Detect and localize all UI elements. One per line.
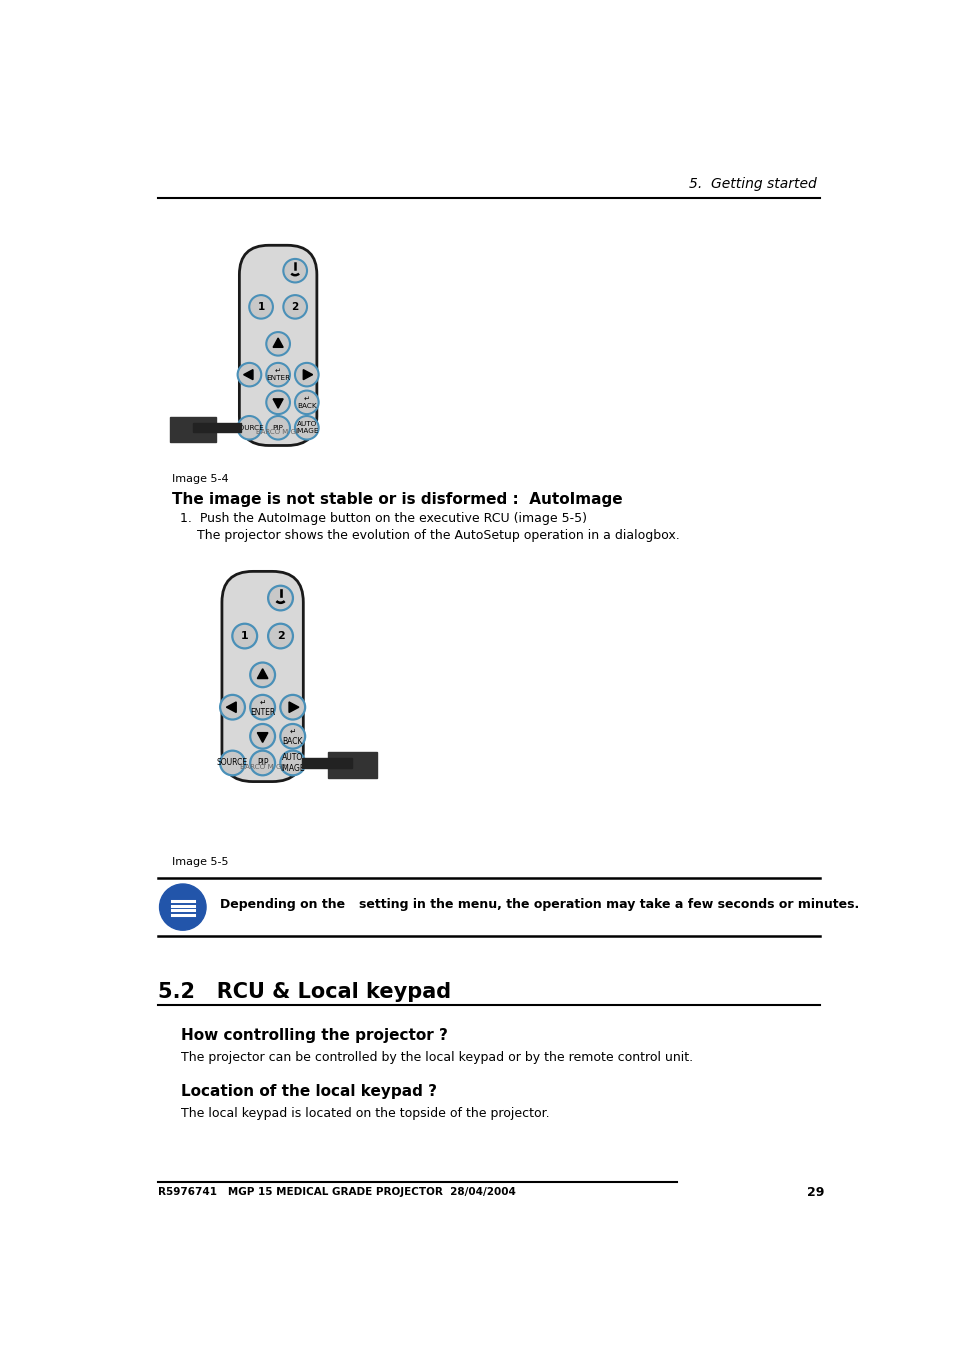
Polygon shape (289, 703, 298, 712)
Circle shape (296, 417, 316, 438)
Circle shape (236, 362, 262, 388)
Circle shape (252, 665, 273, 685)
Circle shape (249, 723, 275, 750)
Circle shape (296, 392, 316, 412)
Circle shape (265, 415, 291, 440)
Circle shape (265, 331, 291, 357)
Text: 1: 1 (257, 301, 264, 312)
Circle shape (282, 697, 303, 717)
Text: PIP: PIP (273, 424, 283, 431)
Text: Depending on the: Depending on the (220, 897, 345, 911)
Circle shape (270, 626, 291, 647)
Circle shape (282, 295, 308, 320)
Circle shape (296, 365, 316, 385)
Circle shape (268, 417, 288, 438)
Polygon shape (328, 751, 376, 778)
Text: 2: 2 (276, 631, 284, 642)
Circle shape (219, 750, 246, 777)
Circle shape (270, 588, 291, 608)
Circle shape (239, 365, 259, 385)
FancyBboxPatch shape (239, 246, 316, 446)
Text: Image 5-4: Image 5-4 (172, 474, 229, 484)
Text: The projector shows the evolution of the AutoSetup operation in a dialogbox.: The projector shows the evolution of the… (196, 528, 679, 542)
Polygon shape (301, 758, 352, 767)
Text: R5976741   MGP 15 MEDICAL GRADE PROJECTOR  28/04/2004: R5976741 MGP 15 MEDICAL GRADE PROJECTOR … (158, 1188, 516, 1197)
Polygon shape (243, 370, 253, 380)
Text: ↵
BACK: ↵ BACK (282, 727, 303, 746)
Text: ↵
ENTER: ↵ ENTER (266, 367, 290, 381)
Circle shape (282, 258, 308, 284)
Text: 29: 29 (806, 1186, 823, 1198)
Circle shape (219, 694, 246, 720)
Text: 5.2   RCU & Local keypad: 5.2 RCU & Local keypad (158, 982, 451, 1002)
Circle shape (249, 750, 275, 777)
Circle shape (285, 261, 305, 281)
Circle shape (285, 297, 305, 317)
Text: 1.  Push the AutoImage button on the executive RCU (image 5-5): 1. Push the AutoImage button on the exec… (179, 512, 586, 526)
Circle shape (252, 753, 273, 774)
Circle shape (268, 365, 288, 385)
Text: SOURCE: SOURCE (216, 758, 248, 767)
Circle shape (294, 415, 319, 440)
Circle shape (279, 723, 306, 750)
Circle shape (268, 392, 288, 412)
Circle shape (249, 662, 275, 688)
Circle shape (248, 295, 274, 320)
Circle shape (268, 334, 288, 354)
Circle shape (294, 362, 319, 388)
Circle shape (279, 750, 306, 777)
Polygon shape (257, 669, 268, 678)
Polygon shape (257, 732, 268, 743)
Polygon shape (193, 423, 241, 432)
Text: Location of the local keypad ?: Location of the local keypad ? (181, 1084, 436, 1098)
Circle shape (265, 362, 291, 388)
Circle shape (249, 694, 275, 720)
Text: ↵
BACK: ↵ BACK (296, 396, 316, 409)
Circle shape (222, 697, 243, 717)
Text: AUTO
IMAGE: AUTO IMAGE (280, 754, 305, 773)
Circle shape (251, 297, 271, 317)
Text: The local keypad is located on the topside of the projector.: The local keypad is located on the topsi… (181, 1106, 549, 1120)
Circle shape (279, 694, 306, 720)
Polygon shape (273, 338, 283, 347)
Circle shape (294, 389, 319, 415)
Circle shape (267, 623, 294, 650)
Text: 1: 1 (241, 631, 249, 642)
Text: setting in the menu, the operation may take a few seconds or minutes.: setting in the menu, the operation may t… (359, 897, 859, 911)
Circle shape (239, 417, 259, 438)
Text: BARCO M GP: BARCO M GP (239, 765, 285, 770)
Circle shape (282, 725, 303, 747)
Text: The projector can be controlled by the local keypad or by the remote control uni: The projector can be controlled by the l… (181, 1051, 693, 1065)
Text: The image is not stable or is disformed :  AutoImage: The image is not stable or is disformed … (172, 492, 622, 507)
Text: SOURCE: SOURCE (234, 424, 264, 431)
Text: PIP: PIP (256, 758, 268, 767)
Text: 2: 2 (292, 301, 298, 312)
Circle shape (231, 623, 258, 650)
Circle shape (236, 415, 262, 440)
Circle shape (282, 753, 303, 774)
FancyBboxPatch shape (222, 571, 303, 782)
Circle shape (267, 585, 294, 612)
Circle shape (159, 884, 206, 931)
Polygon shape (303, 370, 313, 380)
Circle shape (233, 626, 255, 647)
Polygon shape (170, 417, 216, 442)
Text: AUTO
IMAGE: AUTO IMAGE (294, 422, 318, 434)
Circle shape (265, 389, 291, 415)
Text: BARCO M GP: BARCO M GP (255, 428, 300, 435)
Text: 5.  Getting started: 5. Getting started (688, 177, 816, 192)
Polygon shape (273, 399, 283, 408)
Circle shape (252, 725, 273, 747)
Circle shape (222, 753, 243, 774)
Circle shape (252, 697, 273, 717)
Polygon shape (226, 703, 236, 712)
Text: Image 5-5: Image 5-5 (172, 857, 228, 866)
Text: ↵
ENTER: ↵ ENTER (250, 697, 275, 717)
Text: How controlling the projector ?: How controlling the projector ? (181, 1028, 448, 1043)
